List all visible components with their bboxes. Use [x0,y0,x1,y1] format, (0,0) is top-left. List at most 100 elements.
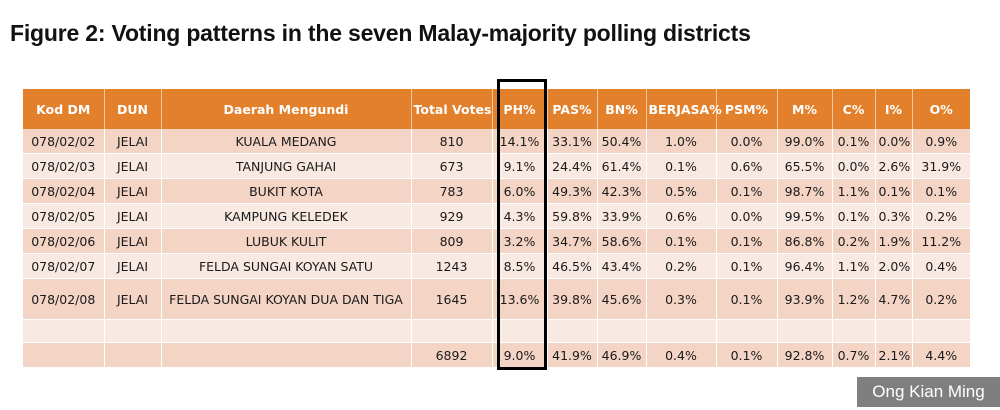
blank-cell [492,319,548,343]
cell-pas: 49.3% [547,178,598,204]
cell-kod-dm: 078/02/06 [23,228,105,254]
total-votes: 6892 [411,342,493,368]
cell-dun: JELAI [104,278,162,320]
cell-i: 0.3% [875,203,913,229]
cell-berjasa: 0.1% [646,228,717,254]
cell-o: 0.2% [912,203,970,229]
cell-i: 0.1% [875,178,913,204]
column-header: PSM% [716,89,778,129]
cell-bn: 58.6% [597,228,647,254]
table-row: 078/02/06 JELAI LUBUK KULIT 809 3.2% 34.… [23,228,970,254]
cell-pas: 33.1% [547,129,598,154]
cell-dun: JELAI [104,203,162,229]
blank-cell [161,319,412,343]
cell-berjasa: 0.3% [646,278,717,320]
cell-total-votes: 673 [411,153,493,179]
cell-bn: 45.6% [597,278,647,320]
total-ph: 9.0% [492,342,548,368]
column-header: C% [832,89,876,129]
cell-o: 0.4% [912,253,970,279]
cell-berjasa: 1.0% [646,129,717,154]
cell-berjasa: 0.5% [646,178,717,204]
table-row: 078/02/08 JELAI FELDA SUNGAI KOYAN DUA D… [23,278,970,320]
cell-ph: 9.1% [492,153,548,179]
cell-ph: 4.3% [492,203,548,229]
blank-row [23,319,970,343]
table-row: 078/02/04 JELAI BUKIT KOTA 783 6.0% 49.3… [23,178,970,204]
cell-total-votes: 783 [411,178,493,204]
blank-cell [23,319,105,343]
column-header: I% [875,89,913,129]
cell-pas: 59.8% [547,203,598,229]
blank-cell [597,319,647,343]
cell-kod-dm: 078/02/07 [23,253,105,279]
column-header: M% [777,89,833,129]
voting-table: Kod DM DUN Daerah Mengundi Total Votes P… [23,89,970,368]
blank-cell [777,319,833,343]
cell-bn: 42.3% [597,178,647,204]
total-cell [161,342,412,368]
column-header: BERJASA% [646,89,722,129]
cell-c: 1.2% [832,278,876,320]
total-m: 92.8% [777,342,833,368]
cell-daerah: TANJUNG GAHAI [161,153,412,179]
cell-m: 93.9% [777,278,833,320]
cell-i: 2.6% [875,153,913,179]
table-row: 078/02/05 JELAI KAMPUNG KELEDEK 929 4.3%… [23,203,970,229]
cell-ph: 14.1% [492,129,548,154]
total-bn: 46.9% [597,342,647,368]
cell-i: 1.9% [875,228,913,254]
cell-c: 1.1% [832,178,876,204]
total-o: 4.4% [912,342,970,368]
column-header: Daerah Mengundi [161,89,412,129]
cell-daerah: BUKIT KOTA [161,178,412,204]
column-header-ph: PH% [492,89,548,129]
cell-bn: 61.4% [597,153,647,179]
cell-m: 99.0% [777,129,833,154]
blank-cell [875,319,913,343]
cell-c: 0.2% [832,228,876,254]
cell-ph: 13.6% [492,278,548,320]
blank-cell [547,319,598,343]
cell-dun: JELAI [104,228,162,254]
cell-bn: 50.4% [597,129,647,154]
cell-psm: 0.0% [716,203,778,229]
column-header: PAS% [547,89,598,129]
table-header-row: Kod DM DUN Daerah Mengundi Total Votes P… [23,89,970,129]
cell-i: 4.7% [875,278,913,320]
cell-total-votes: 1243 [411,253,493,279]
cell-i: 2.0% [875,253,913,279]
cell-ph: 6.0% [492,178,548,204]
cell-pas: 24.4% [547,153,598,179]
cell-bn: 33.9% [597,203,647,229]
cell-c: 0.1% [832,203,876,229]
cell-total-votes: 809 [411,228,493,254]
cell-o: 31.9% [912,153,970,179]
cell-dun: JELAI [104,153,162,179]
cell-total-votes: 929 [411,203,493,229]
column-header: Total Votes [411,89,493,129]
blank-cell [411,319,493,343]
table-row: 078/02/03 JELAI TANJUNG GAHAI 673 9.1% 2… [23,153,970,179]
cell-daerah: KAMPUNG KELEDEK [161,203,412,229]
cell-daerah: KUALA MEDANG [161,129,412,154]
cell-psm: 0.1% [716,278,778,320]
table-row: 078/02/02 JELAI KUALA MEDANG 810 14.1% 3… [23,129,970,154]
cell-kod-dm: 078/02/04 [23,178,105,204]
blank-cell [646,319,717,343]
cell-psm: 0.6% [716,153,778,179]
cell-ph: 8.5% [492,253,548,279]
cell-i: 0.0% [875,129,913,154]
figure-title: Figure 2: Voting patterns in the seven M… [10,20,751,46]
cell-dun: JELAI [104,253,162,279]
cell-m: 99.5% [777,203,833,229]
cell-kod-dm: 078/02/05 [23,203,105,229]
column-header: Kod DM [23,89,105,129]
total-cell [104,342,162,368]
total-pas: 41.9% [547,342,598,368]
total-i: 2.1% [875,342,913,368]
cell-berjasa: 0.6% [646,203,717,229]
cell-dun: JELAI [104,129,162,154]
cell-m: 98.7% [777,178,833,204]
